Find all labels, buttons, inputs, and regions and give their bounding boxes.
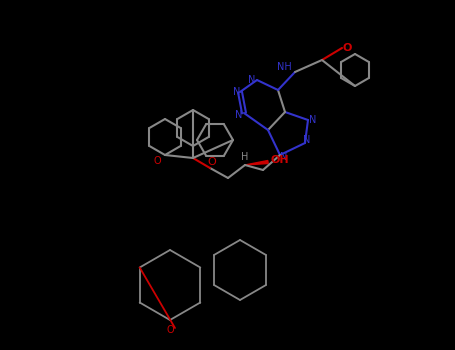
Text: N: N	[233, 87, 241, 97]
Text: O: O	[342, 43, 352, 53]
Text: N: N	[235, 110, 243, 120]
Text: O: O	[207, 157, 217, 167]
Text: N: N	[248, 75, 256, 85]
Text: O: O	[166, 325, 174, 335]
Text: NH: NH	[277, 62, 292, 72]
Text: N: N	[309, 115, 317, 125]
Text: N: N	[303, 135, 311, 145]
Text: N: N	[280, 152, 288, 162]
Text: O: O	[153, 156, 161, 166]
Text: H: H	[241, 152, 249, 162]
Text: OH: OH	[271, 155, 289, 165]
Polygon shape	[245, 161, 268, 165]
